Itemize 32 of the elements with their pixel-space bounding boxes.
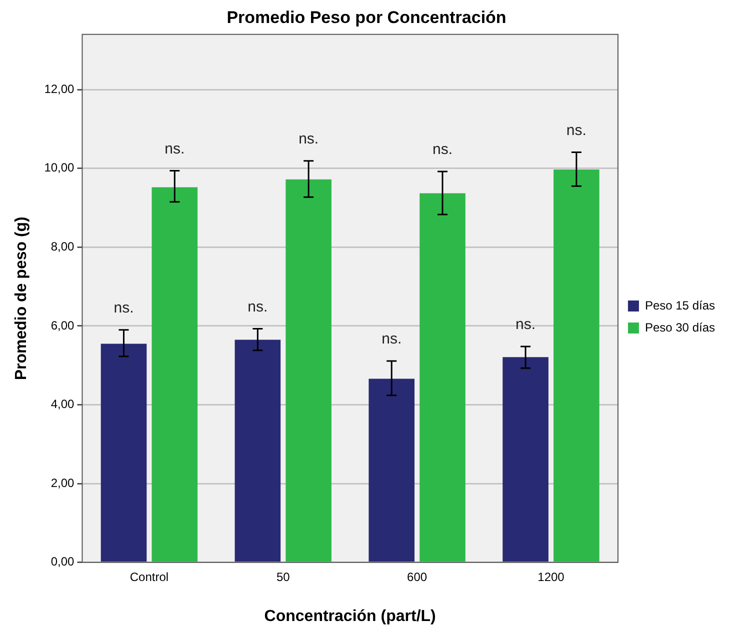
y-tick-label: 2,00 xyxy=(50,476,75,490)
bar xyxy=(502,357,548,562)
x-tick-label: Control xyxy=(130,570,169,584)
legend-label: Peso 15 días xyxy=(644,298,716,312)
data-label: ns. xyxy=(432,141,453,158)
bar xyxy=(286,179,332,562)
x-tick-label: 1200 xyxy=(538,570,565,584)
data-label: ns. xyxy=(516,316,536,334)
y-tick-label: 6,00 xyxy=(50,318,75,332)
x-tick-label: 600 xyxy=(407,570,428,584)
bar xyxy=(152,187,198,562)
bar xyxy=(234,340,281,562)
data-label: ns. xyxy=(298,130,319,148)
data-label: ns. xyxy=(566,122,586,139)
y-tick-label: 10,00 xyxy=(44,160,75,175)
y-axis-title: Promedio de peso (g) xyxy=(13,216,30,380)
data-label: ns. xyxy=(114,300,134,317)
bar xyxy=(554,170,600,562)
x-axis-title: Concentración (part/L) xyxy=(264,608,436,625)
data-label: ns. xyxy=(164,140,185,158)
data-label: ns. xyxy=(382,330,402,348)
y-tick-label: 0,00 xyxy=(50,554,75,569)
bar xyxy=(100,344,147,562)
bar xyxy=(420,193,466,562)
data-label: ns. xyxy=(248,298,268,316)
x-tick-label: 50 xyxy=(276,570,290,584)
y-tick-label: 8,00 xyxy=(50,239,75,254)
chart-title: Promedio Peso por Concentración xyxy=(226,8,506,27)
bar xyxy=(368,378,415,562)
legend-label: Peso 30 días xyxy=(644,320,716,334)
y-tick-label: 12,00 xyxy=(44,82,75,96)
y-tick-label: 4,00 xyxy=(50,397,75,412)
